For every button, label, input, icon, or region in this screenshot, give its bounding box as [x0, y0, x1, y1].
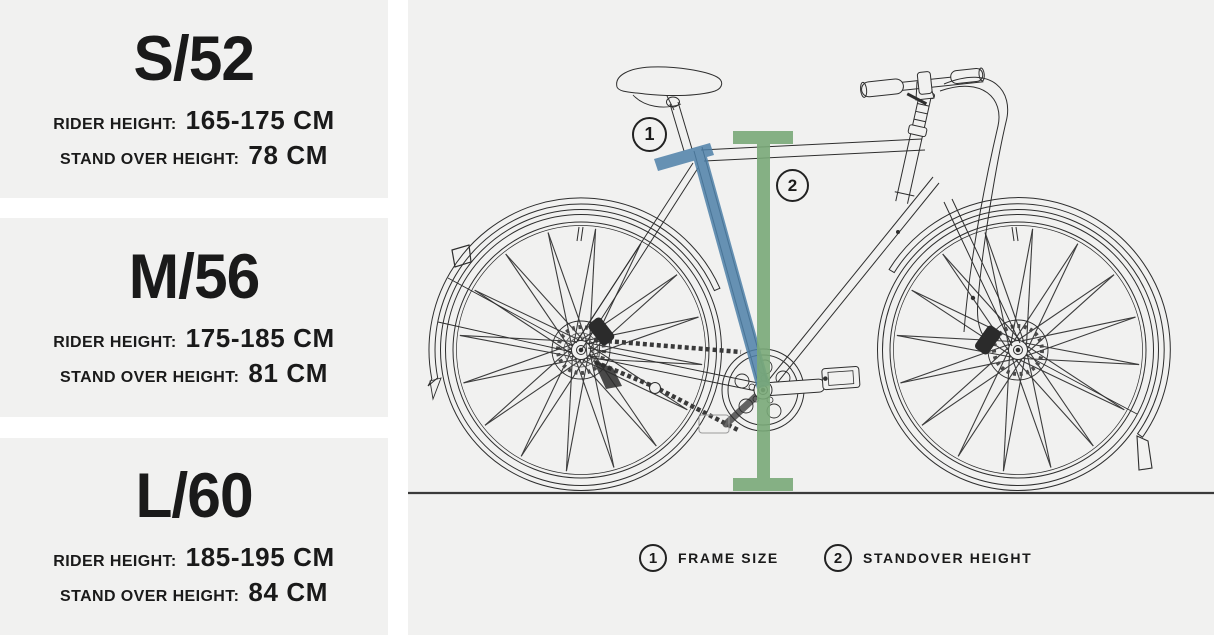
rider-height-row: RIDER HEIGHT: 185-195 CM: [53, 542, 335, 573]
standover-label: STAND OVER HEIGHT:: [60, 369, 240, 386]
front-spokes: [896, 228, 1140, 472]
front-fender: [888, 197, 1171, 471]
fork: [943, 198, 1021, 347]
standover-highlight: [733, 131, 793, 491]
standover-marker: 2: [776, 169, 809, 202]
rider-height-label: RIDER HEIGHT:: [53, 115, 177, 133]
size-title: L/60: [135, 461, 253, 531]
bike-line-drawing: [408, 66, 1214, 495]
head-tube: [894, 90, 935, 204]
rider-height-row: RIDER HEIGHT: 175-185 CM: [53, 323, 335, 354]
size-card-l60: L/60 RIDER HEIGHT: 185-195 CM STAND OVER…: [0, 438, 388, 635]
marker-number: 2: [787, 175, 798, 195]
legend-label-frame-size: FRAME SIZE: [678, 550, 779, 566]
brake-cables: [939, 76, 1008, 339]
rider-height-value: 165-175 CM: [185, 104, 335, 135]
rear-fender: [427, 197, 721, 401]
rider-height-value: 175-185 CM: [185, 323, 335, 353]
rear-brake-caliper: [588, 317, 615, 346]
standover-row: STAND OVER HEIGHT: 81 CM: [60, 358, 328, 389]
size-card-s52: S/52 RIDER HEIGHT: 165-175 CM STAND OVER…: [0, 0, 388, 198]
marker-number: 1: [644, 124, 655, 144]
seatpost: [669, 101, 693, 152]
rider-height-label: RIDER HEIGHT:: [53, 553, 177, 570]
standover-label: STAND OVER HEIGHT:: [60, 150, 240, 168]
rear-reflector: [451, 244, 472, 268]
size-title: S/52: [133, 23, 256, 94]
frame-size-marker: 1: [632, 117, 667, 152]
legend-circle-1: 1: [639, 544, 667, 572]
legend-label-standover: STANDOVER HEIGHT: [863, 550, 1033, 566]
rider-height-row: RIDER HEIGHT: 165-175 CM: [53, 105, 335, 136]
size-card-m56: M/56 RIDER HEIGHT: 175-185 CM STAND OVER…: [0, 218, 388, 417]
front-mudflap: [1136, 435, 1153, 471]
legend-standover-height: 2 STANDOVER HEIGHT: [824, 544, 1032, 572]
front-brake-caliper: [974, 325, 1002, 355]
rider-height-label: RIDER HEIGHT:: [53, 334, 177, 351]
standover-row: STAND OVER HEIGHT: 84 CM: [60, 577, 328, 608]
standover-value: 81 CM: [248, 358, 328, 388]
saddle: [616, 66, 723, 111]
legend-circle-2: 2: [824, 544, 852, 572]
standover-value: 84 CM: [248, 577, 328, 607]
size-title: M/56: [128, 242, 261, 312]
handlebar: [860, 67, 985, 106]
rider-height-value: 185-195 CM: [185, 542, 335, 572]
frame-size-highlight: [654, 143, 770, 389]
front-wheel: [877, 209, 1159, 491]
drivetrain: [593, 337, 861, 434]
bike-diagram-panel: 1 2 1 FRAME SIZE 2 STANDOVER HEIGHT: [408, 0, 1214, 635]
standover-label: STAND OVER HEIGHT:: [60, 588, 240, 605]
rear-wheel: [440, 209, 722, 491]
legend-frame-size: 1 FRAME SIZE: [639, 544, 779, 572]
rear-spokes: [459, 228, 703, 472]
standover-value: 78 CM: [248, 139, 328, 170]
standover-row: STAND OVER HEIGHT: 78 CM: [60, 140, 328, 171]
